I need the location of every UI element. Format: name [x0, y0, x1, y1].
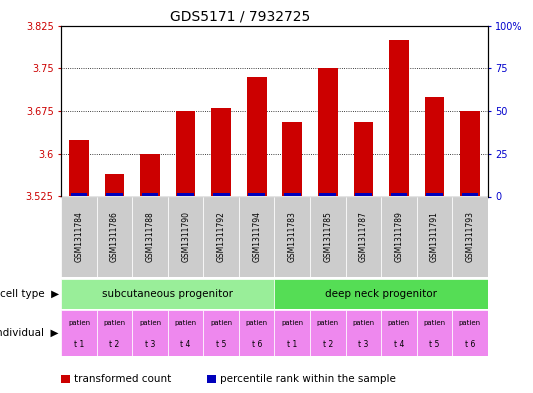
Bar — [168, 310, 204, 356]
Bar — [425, 97, 444, 196]
Bar — [140, 154, 160, 196]
Text: patien: patien — [246, 320, 268, 326]
Bar — [452, 196, 488, 277]
Text: t 5: t 5 — [429, 340, 440, 349]
Text: GSM1311784: GSM1311784 — [75, 211, 84, 262]
Text: GSM1311793: GSM1311793 — [465, 211, 474, 262]
Bar — [132, 310, 168, 356]
Bar — [318, 68, 337, 196]
Text: individual  ▶: individual ▶ — [0, 328, 59, 338]
Text: patien: patien — [459, 320, 481, 326]
Bar — [97, 310, 132, 356]
Bar — [284, 193, 301, 196]
Bar — [274, 279, 488, 309]
Bar — [61, 196, 97, 277]
Text: GSM1311788: GSM1311788 — [146, 211, 155, 262]
Bar — [274, 310, 310, 356]
Bar — [417, 196, 452, 277]
Text: GSM1311786: GSM1311786 — [110, 211, 119, 262]
Text: t 2: t 2 — [109, 340, 120, 349]
Text: transformed count: transformed count — [74, 374, 171, 384]
Text: patien: patien — [317, 320, 339, 326]
Text: patien: patien — [175, 320, 197, 326]
Text: GSM1311791: GSM1311791 — [430, 211, 439, 262]
Bar — [452, 310, 488, 356]
Text: GSM1311783: GSM1311783 — [288, 211, 297, 262]
Bar — [355, 193, 372, 196]
Text: patien: patien — [103, 320, 126, 326]
Bar — [247, 77, 266, 196]
Bar — [239, 310, 274, 356]
Text: t 6: t 6 — [252, 340, 262, 349]
Bar — [61, 279, 274, 309]
Bar — [248, 193, 265, 196]
Bar — [71, 193, 87, 196]
Text: GSM1311785: GSM1311785 — [324, 211, 332, 262]
Bar — [132, 196, 168, 277]
Text: t 1: t 1 — [74, 340, 84, 349]
Text: t 4: t 4 — [181, 340, 191, 349]
Bar — [239, 196, 274, 277]
Bar — [426, 193, 443, 196]
Text: patien: patien — [423, 320, 446, 326]
Bar — [417, 310, 452, 356]
Text: t 6: t 6 — [465, 340, 475, 349]
Bar — [212, 108, 231, 196]
Bar — [381, 196, 417, 277]
Bar — [310, 196, 345, 277]
Text: GSM1311790: GSM1311790 — [181, 211, 190, 262]
Text: t 5: t 5 — [216, 340, 227, 349]
Text: GSM1311792: GSM1311792 — [217, 211, 225, 262]
Bar — [168, 196, 204, 277]
Text: patien: patien — [388, 320, 410, 326]
Text: t 3: t 3 — [358, 340, 368, 349]
Bar — [176, 111, 196, 196]
Text: t 2: t 2 — [322, 340, 333, 349]
Bar — [274, 196, 310, 277]
Text: t 1: t 1 — [287, 340, 297, 349]
Text: GSM1311794: GSM1311794 — [252, 211, 261, 262]
Bar — [142, 193, 158, 196]
Bar — [106, 193, 123, 196]
Bar — [462, 193, 478, 196]
Bar — [345, 310, 381, 356]
Text: patien: patien — [281, 320, 303, 326]
Text: patien: patien — [139, 320, 161, 326]
Bar — [381, 310, 417, 356]
Bar — [319, 193, 336, 196]
Text: GDS5171 / 7932725: GDS5171 / 7932725 — [169, 10, 310, 24]
Text: t 4: t 4 — [394, 340, 404, 349]
Bar — [61, 310, 97, 356]
Text: t 3: t 3 — [145, 340, 155, 349]
Bar — [204, 310, 239, 356]
Bar — [213, 193, 230, 196]
Text: GSM1311787: GSM1311787 — [359, 211, 368, 262]
Text: subcutaneous progenitor: subcutaneous progenitor — [102, 289, 233, 299]
Bar — [105, 174, 124, 196]
Bar — [389, 40, 409, 197]
Text: deep neck progenitor: deep neck progenitor — [325, 289, 437, 299]
Bar — [460, 111, 480, 196]
Text: cell type  ▶: cell type ▶ — [0, 289, 59, 299]
Bar — [204, 196, 239, 277]
Text: GSM1311789: GSM1311789 — [394, 211, 403, 262]
Text: patien: patien — [68, 320, 90, 326]
Bar — [391, 193, 407, 196]
Text: patien: patien — [352, 320, 374, 326]
Bar — [353, 122, 373, 196]
Bar — [310, 310, 345, 356]
Bar — [177, 193, 194, 196]
Bar — [345, 196, 381, 277]
Bar — [97, 196, 132, 277]
Text: percentile rank within the sample: percentile rank within the sample — [220, 374, 396, 384]
Bar — [69, 140, 89, 196]
Bar — [282, 122, 302, 196]
Text: patien: patien — [210, 320, 232, 326]
